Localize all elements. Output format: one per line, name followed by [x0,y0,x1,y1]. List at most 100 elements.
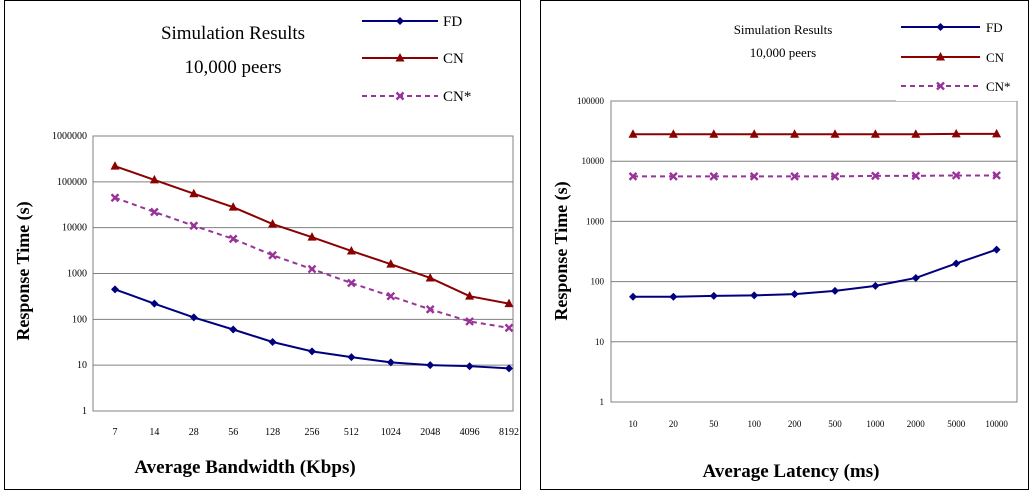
y-tick-label: 10000 [582,156,605,166]
x-tick-label: 1000 [866,419,885,429]
data-point-fd [709,291,718,300]
data-point-cn-star [871,171,880,181]
y-tick-label: 10 [77,360,87,371]
data-point-fd [871,281,880,290]
data-point-cn-star [709,172,719,181]
data-point-cn [307,232,317,241]
legend-marker-fd [396,17,404,25]
legend-marker-cn [936,52,945,61]
y-tick-label: 1000000 [52,131,87,142]
data-point-fd [911,273,920,282]
data-point-cn [790,129,800,138]
data-point-cn-star [268,250,277,260]
y-tick-label: 100 [72,314,87,325]
legend-marker-cn [395,53,405,62]
series-line-fd [633,248,997,298]
bandwidth-chart-panel: 1 10 100 1000 10000 100000 1000000 7 14 28 56 128 25… [4,0,521,490]
x-tick-label: 20 [669,419,679,429]
data-point-cn [189,188,199,198]
data-point-cn [268,219,278,228]
y-tick-label: 1 [600,397,605,407]
x-tick-label: 5000 [947,419,966,429]
legend-marker-cn-star [395,91,405,101]
legend-box [896,9,1028,101]
bandwidth-chart: 1 10 100 1000 10000 100000 1000000 7 14 28 56 128 25… [13,14,519,478]
x-tick-label: 100 [747,419,761,429]
data-point-cn-star [911,171,921,181]
data-point-cn-star [465,317,474,326]
data-point-cn [110,161,120,170]
y-tick-label: 10 [595,337,605,347]
x-tick-label: 512 [344,427,359,438]
y-tick-label: 1000 [67,269,87,280]
data-point-cn [911,129,921,138]
data-point-fd [505,364,513,373]
data-point-fd [189,313,198,322]
x-tick-label: 10000 [985,419,1008,429]
data-point-fd [386,358,395,367]
data-point-cn [386,259,396,268]
data-point-cn-star [347,278,356,288]
x-tick-label: 2000 [907,419,926,429]
y-tick-label: 1000 [586,216,605,226]
x-tick-label: 56 [228,427,238,438]
x-axis-title: Average Bandwidth (Kbps) [134,457,355,478]
data-point-cn-star [189,221,199,231]
x-tick-label: 2048 [420,427,440,438]
chart-subtitle: 10,000 peers [184,57,281,78]
data-point-cn-star [307,264,317,274]
data-point-cn [870,129,880,138]
y-axis-title: Response Time (s) [551,181,572,320]
data-point-cn-star [749,172,759,181]
legend-label-cn-star: CN* [443,89,471,105]
plot-area [610,100,1018,403]
data-point-fd [426,361,435,370]
x-tick-label: 128 [265,427,280,438]
data-point-cn [951,128,961,138]
data-point-cn [228,202,238,211]
y-tick-label: 100 [591,277,605,287]
data-point-cn [149,174,159,184]
data-point-cn-star [951,171,961,180]
data-point-cn-star [830,172,840,181]
data-point-cn [830,129,840,138]
data-point-cn [504,298,514,308]
data-point-fd [992,245,1001,254]
data-point-cn-star [150,207,159,217]
legend-marker-fd [936,23,945,31]
data-point-fd [111,285,119,294]
y-tick-label: 10000 [62,223,87,234]
x-tick-label: 50 [709,419,719,429]
chart-title: Simulation Results [161,23,305,44]
data-point-fd [750,291,759,300]
data-point-fd [308,347,316,356]
y-tick-label: 100000 [577,96,605,106]
data-point-cn-star [110,193,120,203]
data-point-fd [347,353,356,362]
x-tick-label: 10 [629,419,639,429]
y-axis-title: Response Time (s) [13,201,34,340]
data-point-fd [629,292,637,301]
legend-label-fd: FD [443,14,462,30]
legend-label-cn-star: CN* [986,79,1011,94]
data-point-fd [669,292,678,301]
data-point-cn [749,129,759,138]
data-point-cn-star [504,323,514,333]
data-point-fd [952,259,961,268]
data-point-cn [992,128,1002,138]
data-point-cn-star [628,172,638,181]
x-tick-label: 256 [305,427,320,438]
y-tick-label: 1 [82,406,87,417]
data-point-fd [831,286,839,295]
data-point-cn [668,129,678,138]
x-tick-label: 4096 [460,427,480,438]
data-point-cn-star [386,291,396,301]
x-tick-label: 7 [113,427,118,438]
latency-chart-panel: 1 10 100 1000 10000 100000 10 20 50 100 200 500 1000… [540,0,1029,490]
data-point-cn [465,291,475,300]
data-point-cn [346,245,356,255]
data-point-fd [465,362,474,371]
x-tick-label: 200 [788,419,802,429]
data-point-fd [268,338,277,347]
data-point-cn-star [790,172,799,181]
